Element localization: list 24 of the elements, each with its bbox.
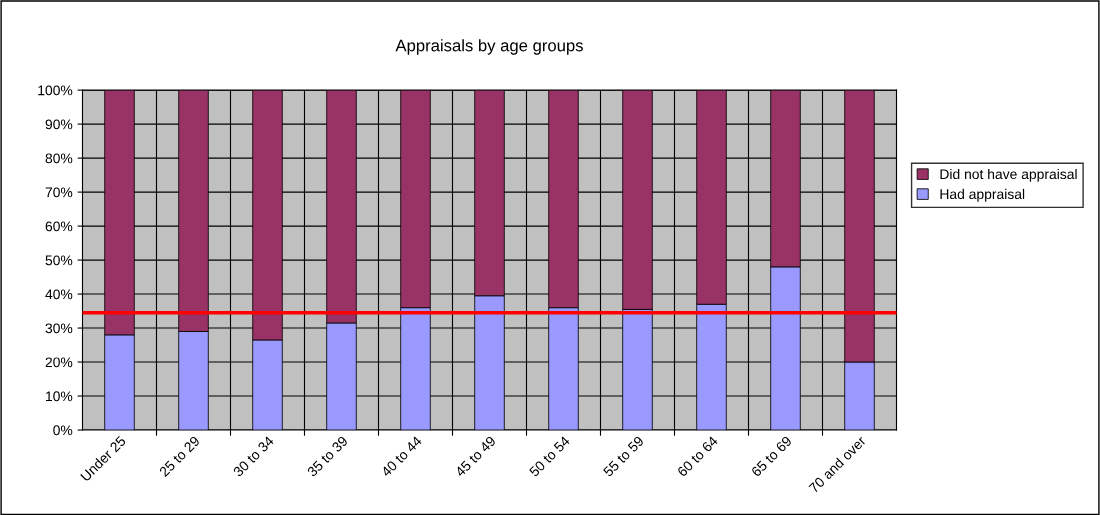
x-tick-label: 40 to 44	[380, 435, 423, 478]
y-tick-label: 10%	[46, 391, 73, 402]
x-tick-label: 45 to 49	[454, 435, 497, 478]
x-tick-label: 25 to 29	[158, 435, 201, 478]
y-tick-label: 100%	[38, 85, 73, 96]
x-tick-label: 50 to 54	[528, 435, 571, 478]
x-tick-label: 55 to 59	[602, 435, 645, 478]
x-tick-label: 30 to 34	[232, 435, 275, 478]
chart-title: Appraisals by age groups	[395, 39, 583, 55]
y-tick-label: 0%	[53, 425, 73, 436]
x-tick-label: 70 and over	[808, 435, 867, 494]
y-tick-label: 20%	[45, 357, 73, 368]
x-tick-label: 60 to 64	[676, 435, 719, 478]
x-tick-label: 35 to 39	[306, 435, 349, 478]
legend-label: Did not have appraisal	[940, 168, 1077, 182]
y-tick-label: 80%	[45, 153, 73, 164]
x-tick-label: 65 to 69	[750, 435, 793, 478]
y-tick-label: 50%	[45, 255, 73, 266]
y-tick-label: 30%	[45, 323, 73, 334]
y-tick-label: 40%	[45, 289, 73, 300]
y-tick-label: 60%	[45, 221, 73, 232]
y-tick-label: 70%	[45, 187, 73, 198]
legend-label: Had appraisal	[940, 188, 1025, 202]
y-tick-label: 90%	[45, 119, 73, 130]
